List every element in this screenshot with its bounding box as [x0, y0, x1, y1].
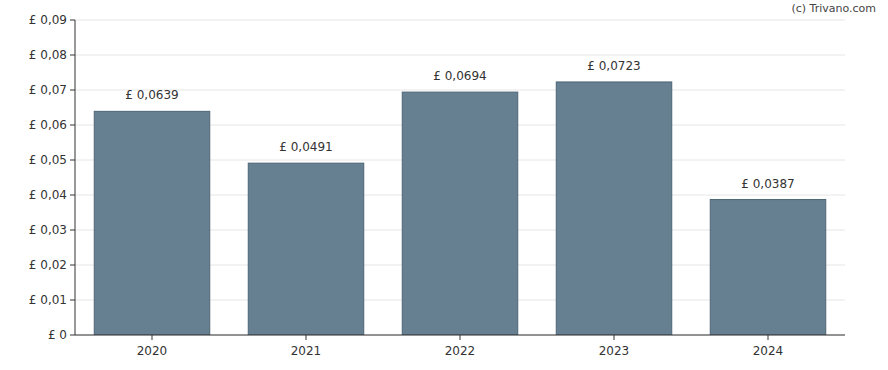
y-tick [70, 195, 75, 196]
y-tick [70, 265, 75, 266]
y-tick [70, 90, 75, 91]
x-tick [460, 335, 461, 340]
y-tick-label: £ 0,01 [29, 293, 67, 307]
y-tick-label: £ 0,04 [29, 188, 67, 202]
y-tick-label: £ 0 [48, 328, 67, 342]
bar [94, 111, 210, 335]
x-tick-label: 2023 [599, 344, 630, 358]
grid-line [75, 55, 845, 56]
bar [248, 163, 364, 335]
y-tick [70, 230, 75, 231]
bar [710, 200, 826, 335]
y-tick [70, 55, 75, 56]
y-tick-label: £ 0,06 [29, 118, 67, 132]
x-tick [768, 335, 769, 340]
x-tick-label: 2022 [445, 344, 476, 358]
bars [94, 82, 826, 335]
y-tick-label: £ 0,05 [29, 153, 67, 167]
y-axis [75, 20, 76, 335]
x-tick-label: 2024 [753, 344, 784, 358]
y-tick [70, 125, 75, 126]
annotation: (c) Trivano.com [791, 2, 876, 15]
data-label: £ 0,0639 [125, 88, 178, 102]
data-label: £ 0,0491 [279, 140, 332, 154]
bar [402, 92, 518, 335]
data-label: £ 0,0387 [741, 177, 794, 191]
x-tick [152, 335, 153, 340]
grid-line [75, 90, 845, 91]
data-label: £ 0,0723 [587, 59, 640, 73]
y-tick-label: £ 0,02 [29, 258, 67, 272]
y-tick-label: £ 0,03 [29, 223, 67, 237]
grid-line [75, 20, 845, 21]
bar [556, 82, 672, 335]
x-tick-label: 2020 [137, 344, 168, 358]
x-tick [614, 335, 615, 340]
y-tick-label: £ 0,07 [29, 83, 67, 97]
y-tick-label: £ 0,08 [29, 48, 67, 62]
chart: £ 0 £ 0,01 £ 0,02 £ 0,03 £ 0,04 £ 0,05 £ 0,06 £… [0, 0, 888, 370]
data-label: £ 0,0694 [433, 69, 486, 83]
y-tick-label: £ 0,09 [29, 13, 67, 27]
y-tick [70, 335, 75, 336]
y-tick [70, 20, 75, 21]
y-tick [70, 160, 75, 161]
y-tick [70, 300, 75, 301]
x-tick [306, 335, 307, 340]
x-tick-label: 2021 [291, 344, 322, 358]
